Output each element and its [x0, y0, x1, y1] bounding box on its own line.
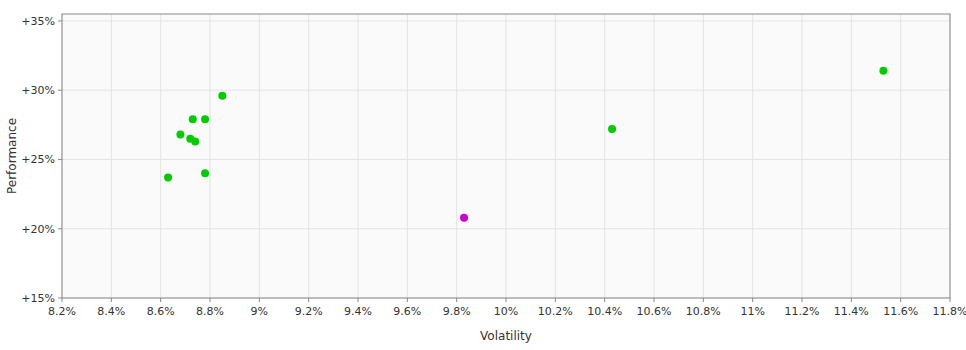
point — [460, 214, 468, 222]
x-grid-line — [506, 14, 507, 298]
x-tick-label: 10.8% — [686, 305, 721, 318]
y-tick-label: +25% — [21, 153, 55, 166]
x-tick-label: 10% — [494, 305, 518, 318]
x-tick — [900, 298, 901, 302]
y-tick — [58, 298, 62, 299]
point — [201, 115, 209, 123]
x-grid-line — [802, 14, 803, 298]
x-tick-label: 9.6% — [393, 305, 421, 318]
x-tick-label: 8.2% — [48, 305, 76, 318]
y-tick — [58, 20, 62, 21]
x-grid-line — [358, 14, 359, 298]
y-tick-label: +15% — [21, 292, 55, 305]
x-tick-label: 11.6% — [883, 305, 918, 318]
x-tick-label: 11.2% — [785, 305, 820, 318]
x-tick-label: 10.2% — [538, 305, 573, 318]
x-grid-line — [308, 14, 309, 298]
x-tick-label: 9.4% — [344, 305, 372, 318]
point — [201, 169, 209, 177]
point — [191, 137, 199, 145]
x-grid-line — [407, 14, 408, 298]
point — [879, 67, 887, 75]
x-grid-line — [752, 14, 753, 298]
x-grid-line — [703, 14, 704, 298]
x-tick — [752, 298, 753, 302]
x-tick — [111, 298, 112, 302]
y-grid-line — [62, 159, 950, 160]
x-tick — [308, 298, 309, 302]
y-tick-label: +20% — [21, 223, 55, 236]
x-grid-line — [900, 14, 901, 298]
x-tick — [802, 298, 803, 302]
x-tick — [358, 298, 359, 302]
x-tick — [555, 298, 556, 302]
x-tick — [407, 298, 408, 302]
x-grid-line — [160, 14, 161, 298]
x-grid-line — [210, 14, 211, 298]
point — [608, 125, 616, 133]
x-tick — [259, 298, 260, 302]
axes: 8.2% 8.4% 8.6% 8.8% 9% 9.2% 9.4% 9.6% 9.8% 10% 10.… — [21, 15, 966, 318]
y-tick — [58, 90, 62, 91]
x-grid-line — [456, 14, 457, 298]
grid — [62, 14, 950, 298]
y-grid-line — [62, 90, 950, 91]
chart: 8.2% 8.4% 8.6% 8.8% 9% 9.2% 9.4% 9.6% 9.8% 10% 10.… — [0, 0, 966, 350]
x-grid-line — [111, 14, 112, 298]
x-tick-label: 9.8% — [443, 305, 471, 318]
y-tick — [58, 159, 62, 160]
point — [189, 115, 197, 123]
x-tick — [703, 298, 704, 302]
x-tick-label: 8.6% — [147, 305, 175, 318]
x-grid-line — [259, 14, 260, 298]
y-grid-line — [62, 20, 950, 21]
x-tick-label: 8.4% — [97, 305, 125, 318]
x-tick — [62, 298, 63, 302]
point — [164, 173, 172, 181]
point — [176, 131, 184, 139]
x-tick-label: 11.4% — [834, 305, 869, 318]
y-tick-label: +35% — [21, 15, 55, 28]
x-tick-label: 10.6% — [637, 305, 672, 318]
x-tick-label: 8.8% — [196, 305, 224, 318]
x-grid-line — [851, 14, 852, 298]
y-grid-line — [62, 228, 950, 229]
plot-frame — [62, 14, 950, 298]
x-tick — [604, 298, 605, 302]
points — [164, 67, 887, 222]
y-tick — [58, 228, 62, 229]
x-tick — [950, 298, 951, 302]
x-tick — [506, 298, 507, 302]
x-grid-line — [555, 14, 556, 298]
x-tick-label: 10.4% — [587, 305, 622, 318]
x-tick-label: 11.8% — [933, 305, 966, 318]
x-tick-label: 9% — [251, 305, 268, 318]
series — [164, 67, 887, 182]
x-tick — [851, 298, 852, 302]
x-tick — [654, 298, 655, 302]
x-tick — [456, 298, 457, 302]
x-grid-line — [654, 14, 655, 298]
y-axis-label: Performance — [5, 118, 19, 194]
series — [460, 214, 468, 222]
plot-background — [62, 14, 950, 298]
x-axis-label: Volatility — [480, 329, 532, 343]
x-tick — [210, 298, 211, 302]
x-tick-label: 11% — [740, 305, 764, 318]
x-tick — [160, 298, 161, 302]
x-grid-line — [604, 14, 605, 298]
y-tick-label: +30% — [21, 84, 55, 97]
x-tick-label: 9.2% — [295, 305, 323, 318]
point — [218, 92, 226, 100]
